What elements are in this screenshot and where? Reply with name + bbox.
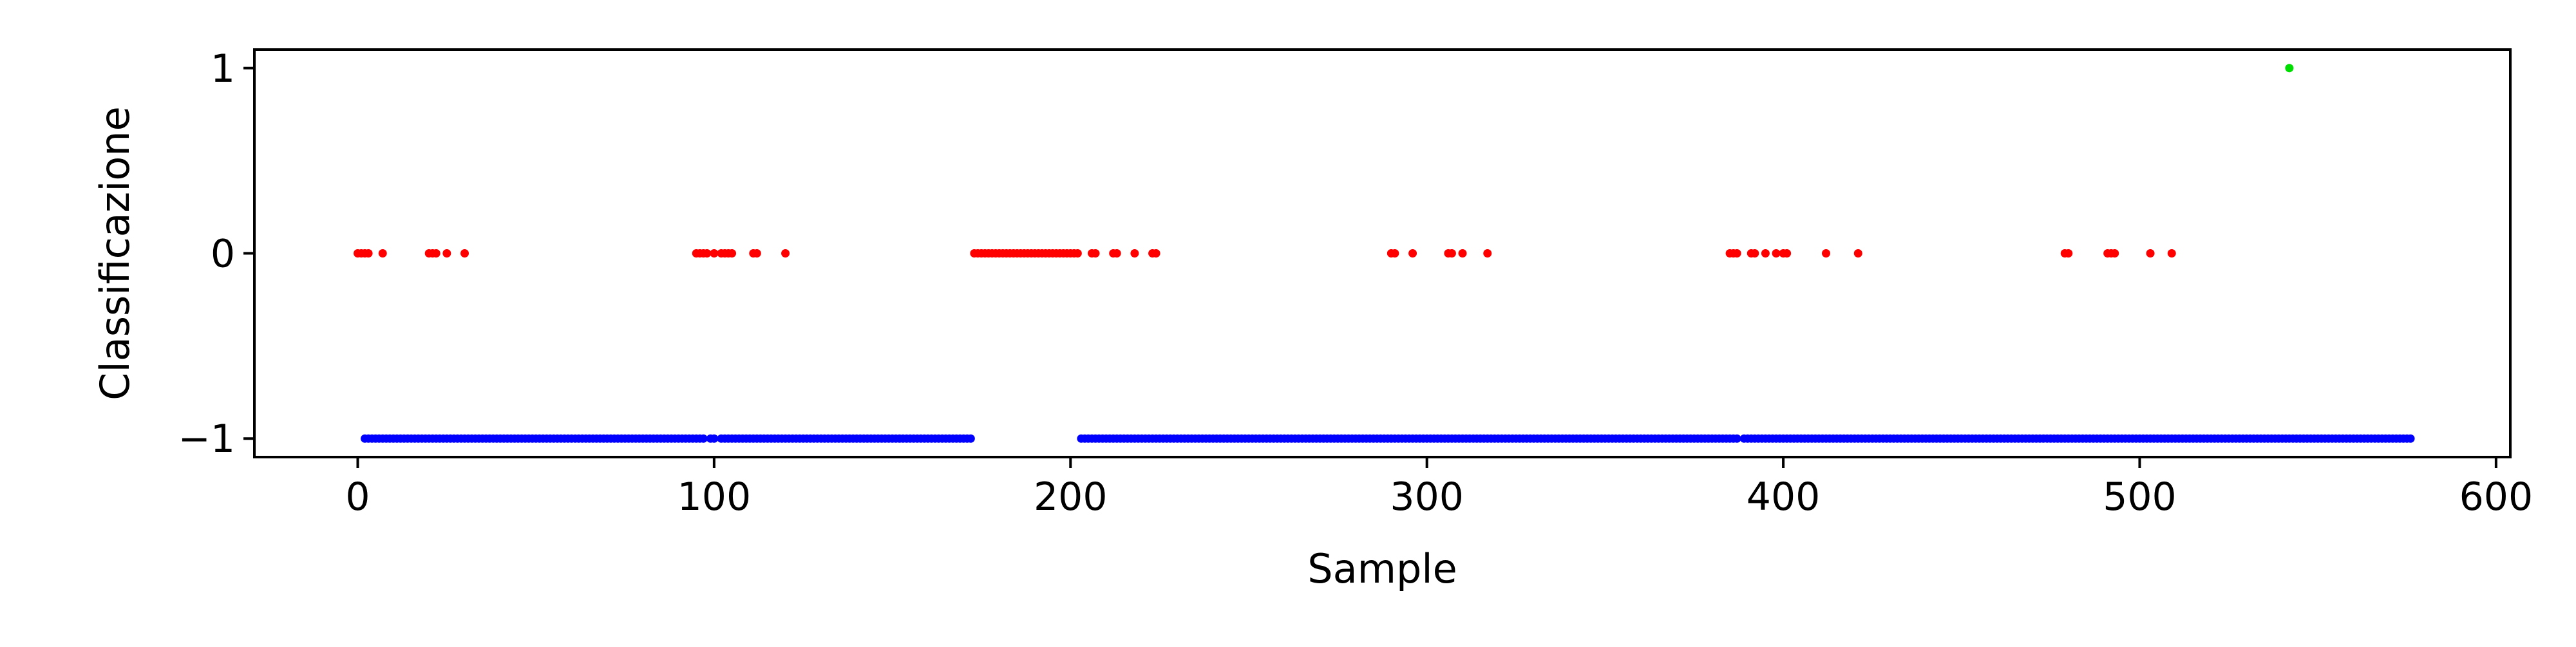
x-tick-label: 300	[1390, 474, 1464, 520]
data-point	[1772, 249, 1781, 258]
y-tick-label: 1	[211, 46, 235, 91]
x-axis-label: Sample	[1307, 545, 1457, 592]
x-tick-label: 100	[677, 474, 752, 520]
data-point	[966, 434, 975, 443]
data-point	[2146, 249, 2155, 258]
data-point	[1783, 249, 1792, 258]
data-point	[1732, 434, 1741, 443]
data-point	[1408, 249, 1417, 258]
y-axis-ticks: 1 0 −1	[178, 46, 254, 462]
y-tick-label: 0	[211, 232, 235, 277]
data-point	[460, 249, 469, 258]
x-tick-label: 0	[345, 474, 370, 520]
x-tick-label: 500	[2103, 474, 2177, 520]
data-point	[1761, 249, 1770, 258]
y-tick-label: −1	[178, 417, 235, 462]
data-point	[1732, 249, 1741, 258]
data-point	[1447, 249, 1456, 258]
data-point	[699, 434, 708, 443]
data-point	[1483, 249, 1492, 258]
data-point	[1073, 249, 1082, 258]
data-point	[442, 249, 451, 258]
x-tick-label: 200	[1034, 474, 1108, 520]
data-point	[703, 249, 712, 258]
data-point	[1853, 249, 1862, 258]
data-point	[364, 249, 373, 258]
data-point	[2167, 249, 2176, 258]
data-point	[1130, 249, 1139, 258]
data-point	[710, 434, 719, 443]
data-point	[2285, 64, 2294, 73]
data-point	[728, 249, 737, 258]
x-tick-label: 600	[2459, 474, 2533, 520]
data-point	[1458, 249, 1467, 258]
data-points-layer	[353, 64, 2415, 443]
data-point	[1151, 249, 1160, 258]
data-point	[1390, 249, 1399, 258]
data-point	[2406, 434, 2415, 443]
data-point	[2064, 249, 2073, 258]
data-point	[1750, 249, 1759, 258]
x-tick-label: 400	[1747, 474, 1821, 520]
data-point	[1112, 249, 1121, 258]
data-point	[710, 249, 719, 258]
data-point	[431, 249, 440, 258]
data-point	[1091, 249, 1100, 258]
data-point	[2110, 249, 2119, 258]
x-axis-ticks: 0 100 200 300 400 500 600	[345, 457, 2533, 520]
y-axis-label: Classificazione	[91, 106, 138, 400]
data-point	[781, 249, 790, 258]
data-point	[752, 249, 761, 258]
data-point	[1821, 249, 1830, 258]
data-point	[378, 249, 387, 258]
